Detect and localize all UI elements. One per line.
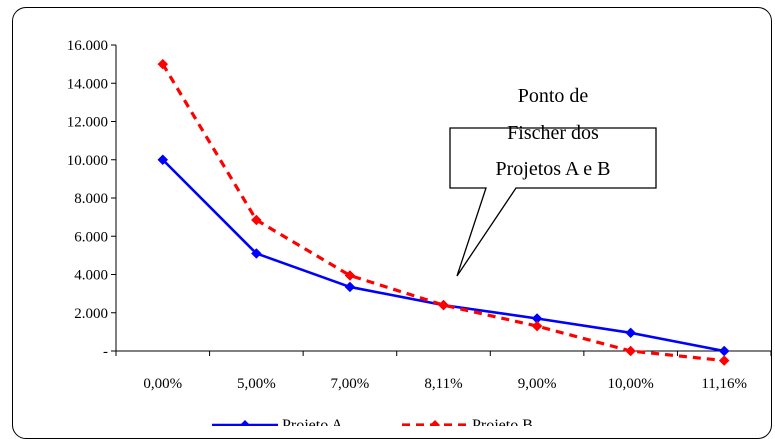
y-tick-label: 8.000 bbox=[74, 191, 108, 207]
data-point bbox=[438, 299, 449, 311]
x-tick-label: 8,11% bbox=[424, 376, 462, 392]
data-point bbox=[625, 327, 636, 339]
data-point bbox=[251, 248, 262, 259]
legend-item-projeto-a: Projeto A bbox=[212, 417, 343, 426]
legend-swatch-marker bbox=[240, 420, 250, 426]
legend-swatch-marker bbox=[430, 420, 440, 426]
data-point bbox=[718, 355, 730, 366]
series-projeto-b bbox=[157, 58, 730, 366]
y-tick-label: 12.000 bbox=[67, 115, 108, 131]
y-tick-label: 4.000 bbox=[74, 268, 108, 284]
x-tick-label: 7,00% bbox=[331, 376, 370, 392]
x-tick-labels: 0,00% 5,00% 7,00% 8,11% 9,00% 10,00% 11,16% bbox=[143, 376, 747, 392]
data-point bbox=[531, 320, 543, 332]
y-tick-label: 14.000 bbox=[67, 76, 108, 92]
legend-label: Projeto A bbox=[282, 417, 343, 426]
x-tick-label: 9,00% bbox=[518, 376, 557, 392]
data-point bbox=[344, 270, 356, 281]
data-point bbox=[251, 214, 262, 226]
x-tick-label: 10,00% bbox=[608, 376, 654, 392]
series-line-projeto-b bbox=[161, 63, 725, 363]
callout-line-2: Fischer dos bbox=[507, 122, 599, 144]
x-tick-label: 11,16% bbox=[701, 376, 747, 392]
data-point bbox=[718, 345, 730, 357]
legend-item-projeto-b: Projeto B bbox=[402, 417, 533, 426]
data-point bbox=[344, 281, 356, 293]
callout-line-3: Projetos A e B bbox=[495, 158, 610, 180]
x-tick-label: 5,00% bbox=[237, 376, 276, 392]
y-tick-label: 10.000 bbox=[67, 153, 108, 169]
data-point bbox=[625, 345, 636, 357]
y-tick-label: 16.000 bbox=[67, 38, 108, 54]
callout-line-1: Ponto de bbox=[518, 85, 589, 107]
annotation-callout: Ponto de Fischer dos Projetos A e B bbox=[449, 85, 657, 277]
line-chart: - 2.000 4.000 6.000 8.000 10.000 12.000 14.000 1… bbox=[67, 38, 772, 426]
x-tick-label: 0,00% bbox=[143, 376, 182, 392]
legend-label: Projeto B bbox=[472, 417, 533, 426]
y-tick-label: - bbox=[103, 344, 108, 360]
y-tick-label: 2.000 bbox=[74, 306, 108, 322]
data-point bbox=[157, 58, 169, 70]
series-layer bbox=[157, 58, 730, 366]
y-tick-label: 6.000 bbox=[74, 229, 108, 245]
legend: Projeto A Projeto B bbox=[212, 417, 533, 426]
data-point bbox=[157, 154, 169, 166]
y-tick-labels: - 2.000 4.000 6.000 8.000 10.000 12.000 14.000 1… bbox=[67, 38, 108, 360]
callout-box bbox=[449, 127, 657, 277]
axes bbox=[111, 44, 772, 356]
